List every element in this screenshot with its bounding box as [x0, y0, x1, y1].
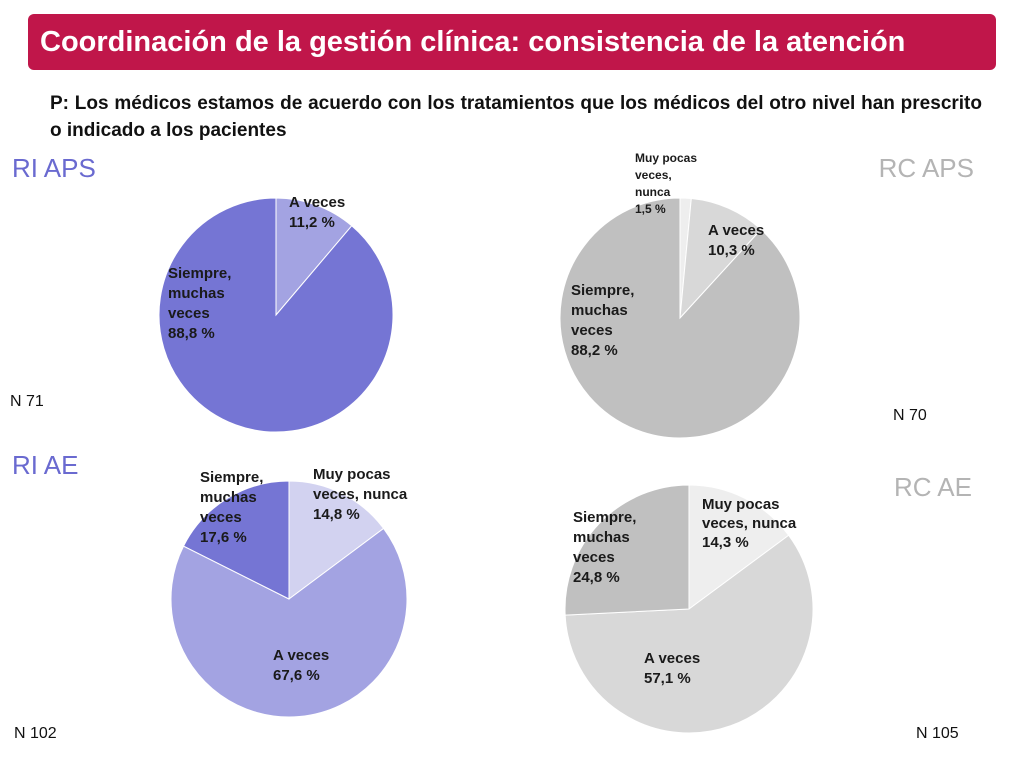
sample-size-ri-aps: N 71	[10, 393, 44, 410]
slice-label-ri-ae-2: Siempre, muchas veces 17,6 %	[200, 469, 263, 546]
pie-slice-rc-ae-2	[564, 484, 690, 616]
chart-title-ri-ae: RI AE	[12, 450, 79, 480]
slice-label-rc-ae-1: A veces 57,1 %	[644, 650, 700, 687]
survey-question: P: Los médicos estamos de acuerdo con lo…	[50, 93, 982, 141]
slice-label-ri-ae-0: Muy pocas veces, nunca 14,8 %	[313, 466, 408, 523]
chart-title-rc-ae: RC AE	[893, 472, 972, 502]
sample-size-rc-aps: N 70	[893, 407, 927, 424]
slice-label-rc-ae-2: Siempre, muchas veces 24,8 %	[573, 509, 636, 586]
slice-label-rc-aps-0: Muy pocas veces, nunca 1,5 %	[635, 151, 697, 216]
slice-label-ri-aps-1: Siempre, muchas veces 88,8 %	[168, 265, 231, 342]
slice-label-ri-ae-1: A veces 67,6 %	[273, 647, 329, 684]
pie-slice-rc-aps-2	[559, 197, 801, 439]
slice-label-rc-aps-1: A veces 10,3 %	[708, 222, 764, 259]
sample-size-ri-ae: N 102	[14, 725, 57, 742]
chart-title-rc-aps: RC APS	[878, 153, 974, 183]
slide-title: Coordinación de la gestión clínica: cons…	[28, 14, 996, 70]
pie-slice-rc-ae-1	[564, 534, 814, 734]
slice-label-rc-ae-0: Muy pocas veces, nunca 14,3 %	[702, 496, 797, 551]
slice-label-ri-aps-0: A veces 11,2 %	[289, 194, 345, 231]
pie-slice-rc-aps-1	[679, 197, 762, 320]
pie-slice-ri-ae-0	[288, 480, 385, 600]
sample-size-rc-ae: N 105	[916, 725, 959, 742]
pie-slice-ri-aps-0	[275, 197, 353, 317]
pie-slice-rc-ae-0	[688, 484, 790, 610]
pie-slice-ri-aps-1	[158, 197, 394, 433]
chart-title-ri-aps: RI APS	[12, 153, 96, 183]
slice-label-rc-aps-2: Siempre, muchas veces 88,2 %	[571, 282, 634, 359]
pie-slice-ri-ae-1	[170, 527, 408, 718]
pie-slice-ri-ae-2	[182, 480, 290, 600]
